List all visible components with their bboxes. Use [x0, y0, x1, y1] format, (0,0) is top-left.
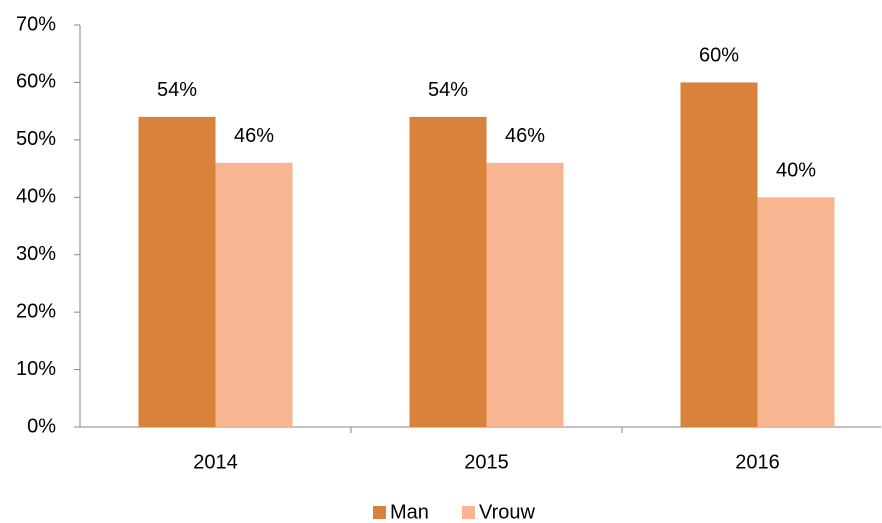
legend-label: Vrouw: [479, 501, 536, 523]
bar: [680, 82, 758, 427]
legend-swatch: [462, 506, 475, 519]
legend-swatch: [373, 506, 386, 519]
value-label: 40%: [776, 160, 816, 182]
y-tick-label: 60%: [16, 71, 56, 93]
legend-label: Man: [390, 501, 429, 523]
x-tick-label: 2015: [464, 451, 509, 473]
value-label: 46%: [234, 125, 274, 147]
value-label: 60%: [699, 45, 739, 67]
bar: [138, 116, 216, 427]
y-tick-label: 70%: [16, 13, 56, 35]
bar: [486, 162, 564, 428]
y-tick-label: 40%: [16, 186, 56, 208]
bar: [215, 162, 293, 428]
y-tick-label: 20%: [16, 300, 56, 322]
y-tick-label: 30%: [16, 243, 56, 265]
x-tick-label: 2016: [735, 451, 780, 473]
value-label: 54%: [157, 79, 197, 101]
x-tick-label: 2014: [193, 451, 238, 473]
bar: [757, 197, 835, 427]
bar: [409, 116, 487, 427]
y-tick-label: 10%: [16, 358, 56, 380]
y-tick-label: 0%: [27, 415, 56, 437]
value-label: 54%: [428, 79, 468, 101]
y-tick-label: 50%: [16, 128, 56, 150]
value-label: 46%: [505, 125, 545, 147]
